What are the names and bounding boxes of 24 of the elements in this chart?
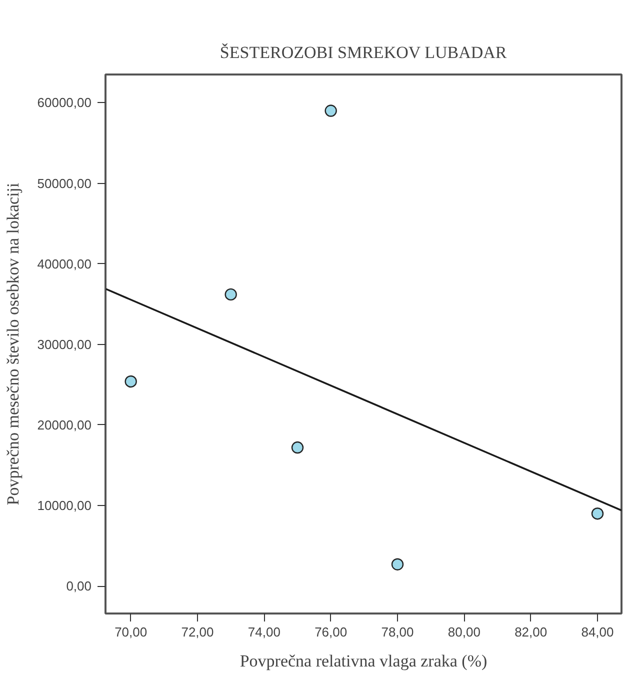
- x-tick-label: 82,00: [514, 624, 548, 640]
- x-axis-title: Povprečna relativna vlaga zraka (%): [240, 652, 488, 670]
- x-tick-label: 72,00: [181, 624, 214, 640]
- point: [591, 508, 604, 520]
- x-tick-label: 78,00: [381, 624, 414, 640]
- y-tick-label: 0,00: [66, 578, 92, 594]
- point: [291, 441, 304, 454]
- y-tick-label: 40000,00: [37, 256, 92, 272]
- chart-title: ŠESTEROZOBI SMREKOV LUBADAR: [220, 43, 508, 62]
- x-tick-label: 70,00: [114, 624, 148, 640]
- y-tick-label: 30000,00: [37, 336, 92, 352]
- point: [324, 104, 337, 117]
- point: [391, 558, 404, 570]
- point: [124, 375, 137, 388]
- x-tick-label: 76,00: [314, 624, 348, 640]
- y-tick-label: 50000,00: [37, 176, 92, 191]
- point: [224, 288, 237, 301]
- y-tick-label: 10000,00: [37, 498, 92, 514]
- y-tick-label: 60000,00: [37, 95, 92, 110]
- y-axis-title: Povprečno mesečno število osebkov na lokaciji: [3, 182, 22, 506]
- x-tick-label: 80,00: [448, 624, 480, 640]
- x-tick-label: 84,00: [581, 624, 614, 640]
- x-tick-label: 74,00: [248, 624, 280, 640]
- y-tick-label: 20000,00: [37, 417, 92, 432]
